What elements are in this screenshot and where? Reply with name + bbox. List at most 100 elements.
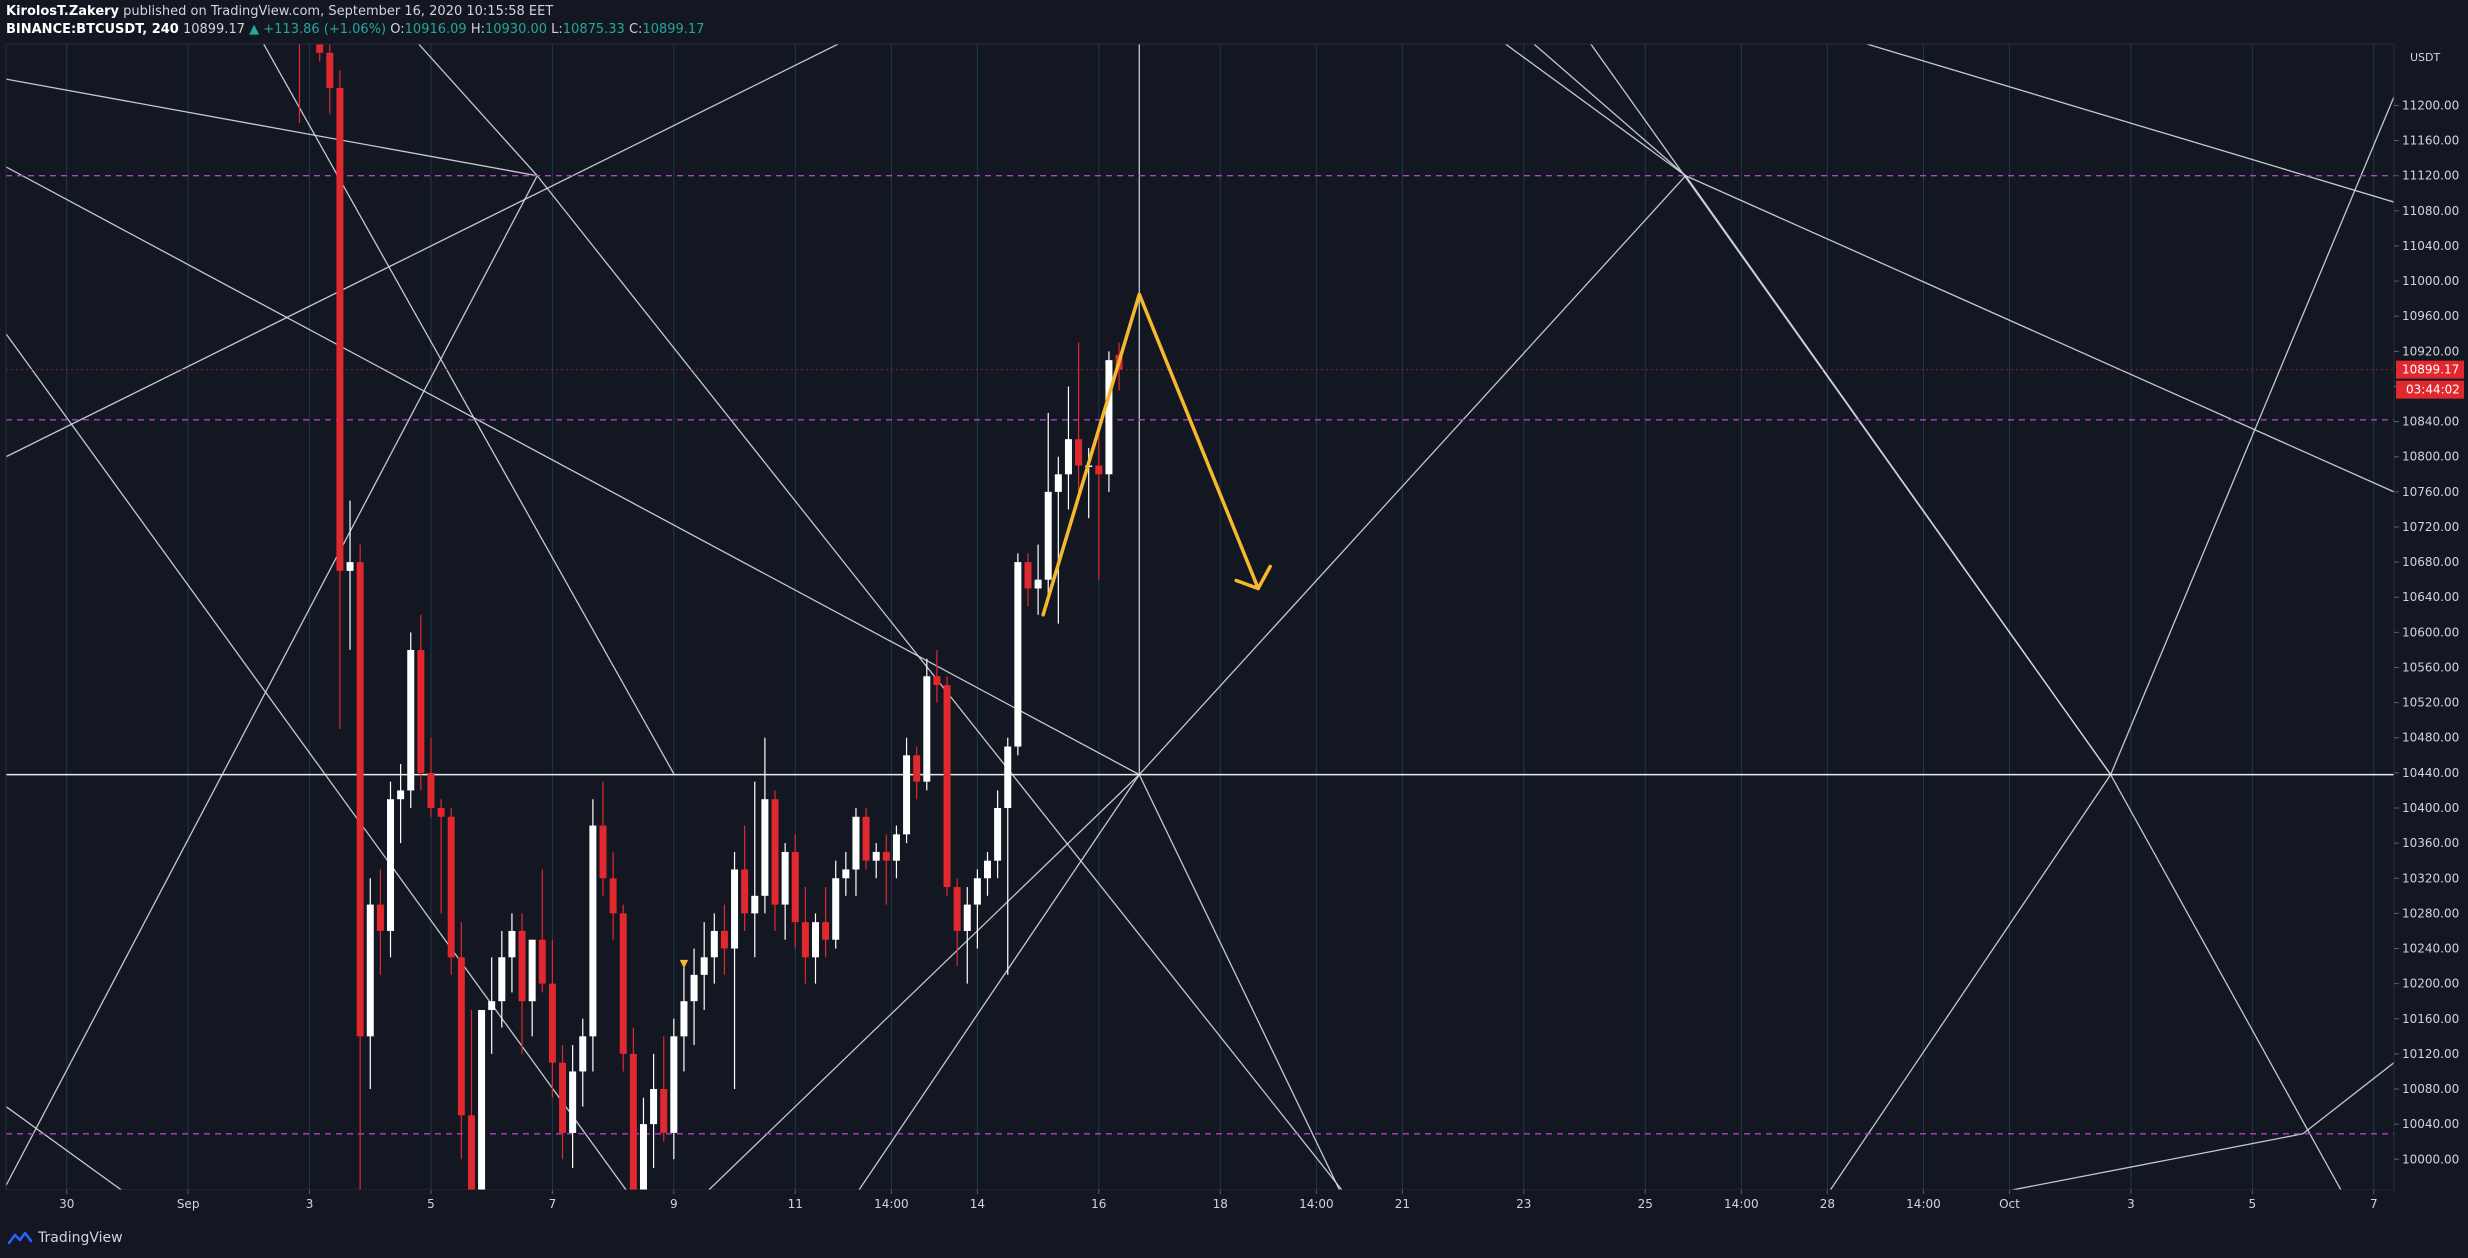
candle-body (710, 930, 718, 958)
currency-label: USDT (2410, 51, 2441, 64)
publish-text: published on TradingView.com, September … (119, 4, 554, 19)
price-tick-label: 10840.00 (2402, 415, 2459, 429)
candle-body (811, 922, 819, 958)
header: KirolosT.Zakery published on TradingView… (0, 0, 2468, 44)
time-axis[interactable]: 30 Sep 3 5 7 9 11 14:00 14 16 18 14:00 21 23 25 14:00 28… (6, 1190, 2394, 1222)
candle-body (387, 799, 395, 931)
candle (781, 843, 789, 940)
candle (710, 913, 718, 984)
candle-body (498, 957, 506, 1002)
candle-body (943, 685, 951, 888)
price-tick-label: 10240.00 (2402, 942, 2459, 956)
candle-body (882, 851, 890, 861)
candle-body (488, 1001, 496, 1010)
candle-body (366, 904, 374, 1037)
candle-body (923, 676, 931, 782)
candle (963, 887, 971, 984)
candle-body (963, 904, 971, 931)
candle-body (973, 878, 981, 905)
candle (366, 878, 374, 1090)
price-tick-label: 10480.00 (2402, 731, 2459, 745)
candle (356, 544, 364, 1190)
candle-body (538, 939, 546, 984)
candle-body (376, 904, 384, 931)
last-price: 10899.17 (182, 22, 245, 37)
candle (690, 948, 698, 1046)
candle (720, 904, 728, 975)
projection-arrowhead (1234, 564, 1272, 591)
price-tick-label: 11040.00 (2402, 239, 2459, 253)
candle (326, 44, 334, 115)
time-tick-label: 7 (549, 1197, 557, 1211)
price-axis[interactable]: 10000.00 10040.00 10080.00 10120.00 10160.00… (2394, 44, 2468, 1190)
candle-body (984, 860, 992, 879)
fan-line (1589, 44, 2112, 776)
candle-body (589, 825, 597, 1037)
candle (467, 1009, 475, 1190)
candle-body (316, 44, 324, 53)
candle (650, 1053, 658, 1169)
candle-body (1105, 360, 1113, 475)
time-tick-label: 5 (2249, 1197, 2257, 1211)
time-tick-label: 14:00 (1299, 1197, 1334, 1211)
candle (306, 0, 313, 44)
candle (903, 737, 911, 844)
time-tick-label: 3 (306, 1197, 314, 1211)
candle (700, 922, 708, 1010)
candle-body (1004, 746, 1012, 808)
symbol-label[interactable]: BINANCE:BTCUSDT, 240 (6, 22, 179, 37)
candle (872, 843, 880, 879)
candle (953, 878, 961, 967)
candle-body (1034, 579, 1042, 589)
candle (629, 1027, 637, 1190)
time-tick-label: 14:00 (1906, 1197, 1941, 1211)
candle-body (1054, 474, 1062, 492)
fan-line (6, 166, 1140, 776)
low-value: 10875.33 (562, 22, 625, 37)
candle (387, 781, 395, 958)
price-tick-label: 11080.00 (2402, 204, 2459, 218)
candle (346, 500, 354, 650)
fan-line (2110, 774, 2342, 1190)
price-chart[interactable]: ▼ 10000.00 10040.00 10080.00 10120.00 10160.… (0, 0, 2468, 1222)
candle-body (296, 0, 303, 18)
price-change: ▲ +113.86 (+1.06%) (249, 22, 387, 37)
price-tick-label: 11120.00 (2402, 169, 2459, 183)
candle (832, 860, 840, 949)
projection-path (1041, 292, 1260, 617)
candle-body (1075, 439, 1083, 466)
candle-body (569, 1071, 577, 1133)
candle (548, 939, 556, 1098)
tradingview-logo[interactable]: TradingView (8, 1230, 123, 1246)
price-tick-label: 10160.00 (2402, 1012, 2459, 1026)
price-tick-label: 10520.00 (2402, 696, 2459, 710)
high-value: 10930.00 (484, 22, 548, 37)
candle (316, 44, 324, 62)
candle (771, 790, 779, 931)
countdown-badge (2396, 380, 2464, 399)
candle (619, 904, 627, 1072)
candle-body (801, 922, 809, 958)
candle-body (720, 930, 728, 949)
price-tick-label: 10640.00 (2402, 590, 2459, 604)
candle-body (862, 816, 870, 861)
price-tick-label: 10320.00 (2402, 871, 2459, 885)
candle-body (791, 851, 799, 923)
time-tick-label: 14:00 (1724, 1197, 1759, 1211)
chart-area[interactable]: ▼ 10000.00 10040.00 10080.00 10120.00 10160.… (0, 0, 2468, 1226)
candle-body (650, 1089, 658, 1125)
candle (741, 825, 749, 931)
candle (397, 764, 405, 844)
author-name[interactable]: KirolosT.Zakery (6, 4, 120, 19)
candle-body (842, 869, 850, 879)
candle (508, 913, 516, 993)
price-tick-label: 10200.00 (2402, 977, 2459, 991)
candle-body (447, 816, 455, 958)
footer: TradingView (0, 1222, 2468, 1258)
candle-body (751, 895, 759, 914)
candle-body (599, 825, 607, 879)
fan-line (536, 175, 1343, 1190)
candle-body (690, 974, 698, 1002)
candle (609, 851, 617, 940)
fan-line (6, 44, 840, 458)
